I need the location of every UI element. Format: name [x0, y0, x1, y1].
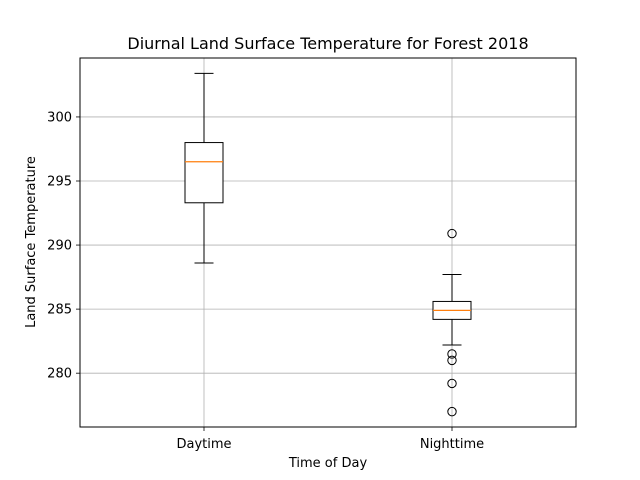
- axis-ticks: 280 285 290 295 300 Daytime Nighttime: [47, 110, 484, 452]
- y-axis-label: Land Surface Temperature: [24, 156, 39, 328]
- y-tick-label: 295: [47, 175, 72, 190]
- box-group-nighttime: [432, 228, 472, 417]
- box-series: [184, 72, 472, 417]
- outlier-point: [447, 228, 457, 239]
- y-tick-label: 285: [47, 303, 72, 318]
- y-tick-label: 280: [47, 367, 72, 382]
- interquartile-box: [184, 142, 224, 204]
- outlier-point: [447, 355, 457, 366]
- y-tick-label: 300: [47, 110, 72, 125]
- y-tick-label: 290: [47, 239, 72, 254]
- grid-lines: [80, 58, 576, 427]
- outlier-point: [447, 406, 457, 417]
- outlier-point: [447, 378, 457, 389]
- box-group-daytime: [184, 72, 224, 264]
- chart-title: Diurnal Land Surface Temperature for For…: [127, 34, 528, 53]
- x-tick-label: Nighttime: [420, 437, 484, 452]
- x-axis-label: Time of Day: [288, 456, 368, 471]
- outlier-point: [447, 349, 457, 359]
- plot-area-frame: [79, 57, 577, 428]
- x-tick-label: Daytime: [176, 437, 231, 452]
